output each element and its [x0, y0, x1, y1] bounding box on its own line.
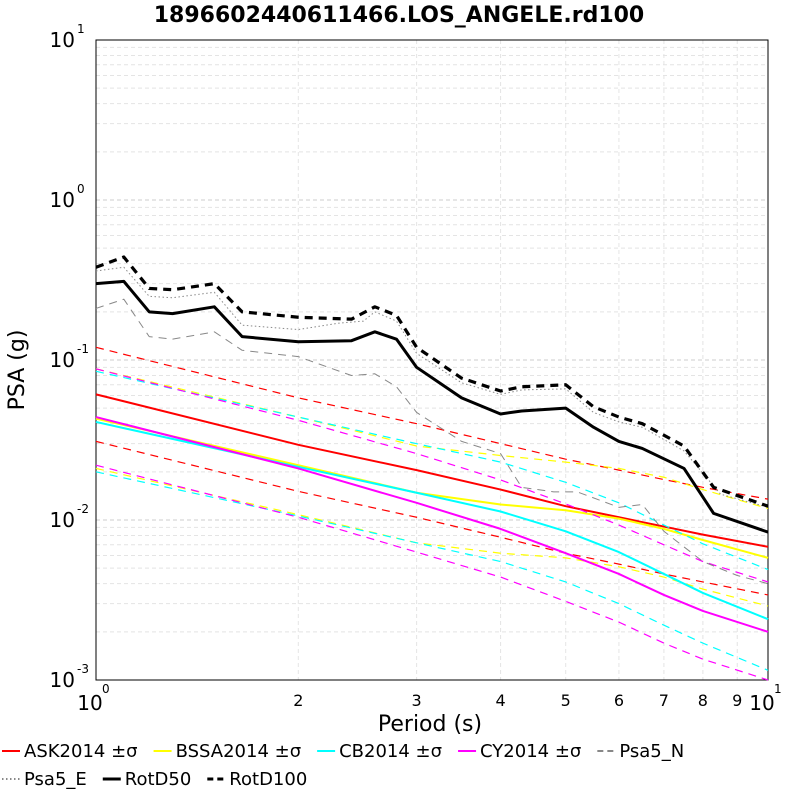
series-line-ff0000-dashed [95, 346, 769, 500]
legend-label-psa5-n: Psa5_N [619, 741, 684, 762]
y-tick-label: 10 [50, 188, 75, 212]
y-axis-label: PSA (g) [5, 330, 30, 411]
legend-label-cy2014: CY2014 ±σ [480, 741, 581, 762]
series-line-rotd50 [95, 279, 769, 534]
series-line-ff00ff-dashed [95, 368, 769, 583]
x-tick-label: 7 [659, 691, 669, 710]
series-line-00ffff-dashed [95, 471, 769, 671]
x-axis-label: Period (s) [378, 712, 482, 737]
chart-title: 1896602440611466.LOS_ANGELE.rd100 [154, 3, 645, 28]
series-line-ff0000-dashed [95, 440, 769, 596]
series-line-cy2014 [95, 416, 769, 633]
series-line-ffff00-dashed [95, 467, 769, 607]
x-tick-exponent: 1 [774, 682, 782, 696]
y-tick-exponent: -1 [77, 342, 89, 356]
x-tick-label: 4 [495, 691, 505, 710]
x-tick-label: 5 [561, 691, 571, 710]
series-line-00ffff-dashed [95, 370, 769, 571]
series-line-bssa2014 [95, 417, 769, 559]
series-line-psa5-n [95, 298, 769, 585]
x-tick-label: 3 [412, 691, 422, 710]
x-tick-label: 2 [293, 691, 303, 710]
series-line-cb2014 [95, 420, 769, 621]
y-tick-label: 10 [50, 508, 75, 532]
x-tick-exponent: 0 [102, 682, 110, 696]
series-lines [95, 255, 769, 681]
legend: ASK2014 ±σ BSSA2014 ±σ CB2014 ±σ CY2014 ±σ P… [2, 741, 684, 790]
series-line-ask2014 [95, 393, 769, 548]
y-tick-label: 10 [50, 348, 75, 372]
plot-area [95, 39, 769, 681]
y-tick-label: 10 [50, 668, 75, 692]
x-tick-label: 9 [732, 691, 742, 710]
x-tick-label: 8 [698, 691, 708, 710]
legend-label-psa5-e: Psa5_E [24, 769, 87, 790]
legend-label-ask2014: ASK2014 ±σ [24, 741, 138, 762]
series-line-ff00ff-dashed [95, 464, 769, 681]
y-tick-exponent: -2 [77, 502, 89, 516]
x-tick-label: 10 [77, 691, 102, 715]
x-tick-label: 6 [614, 691, 624, 710]
legend-label-rotd100: RotD100 [229, 769, 307, 790]
series-line-ffff00-dashed [95, 368, 769, 510]
legend-label-bssa2014: BSSA2014 ±σ [176, 741, 302, 762]
legend-label-rotd50: RotD50 [125, 769, 192, 790]
y-tick-exponent: 0 [77, 182, 85, 196]
x-tick-label: 10 [749, 691, 774, 715]
series-line-psa5-e [95, 266, 769, 508]
legend-label-cb2014: CB2014 ±σ [339, 741, 442, 762]
series-line-rotd100 [95, 255, 769, 508]
grid-lines [96, 40, 768, 681]
y-tick-exponent: -3 [77, 662, 89, 676]
y-tick-exponent: 1 [77, 22, 85, 36]
y-tick-label: 10 [50, 28, 75, 52]
